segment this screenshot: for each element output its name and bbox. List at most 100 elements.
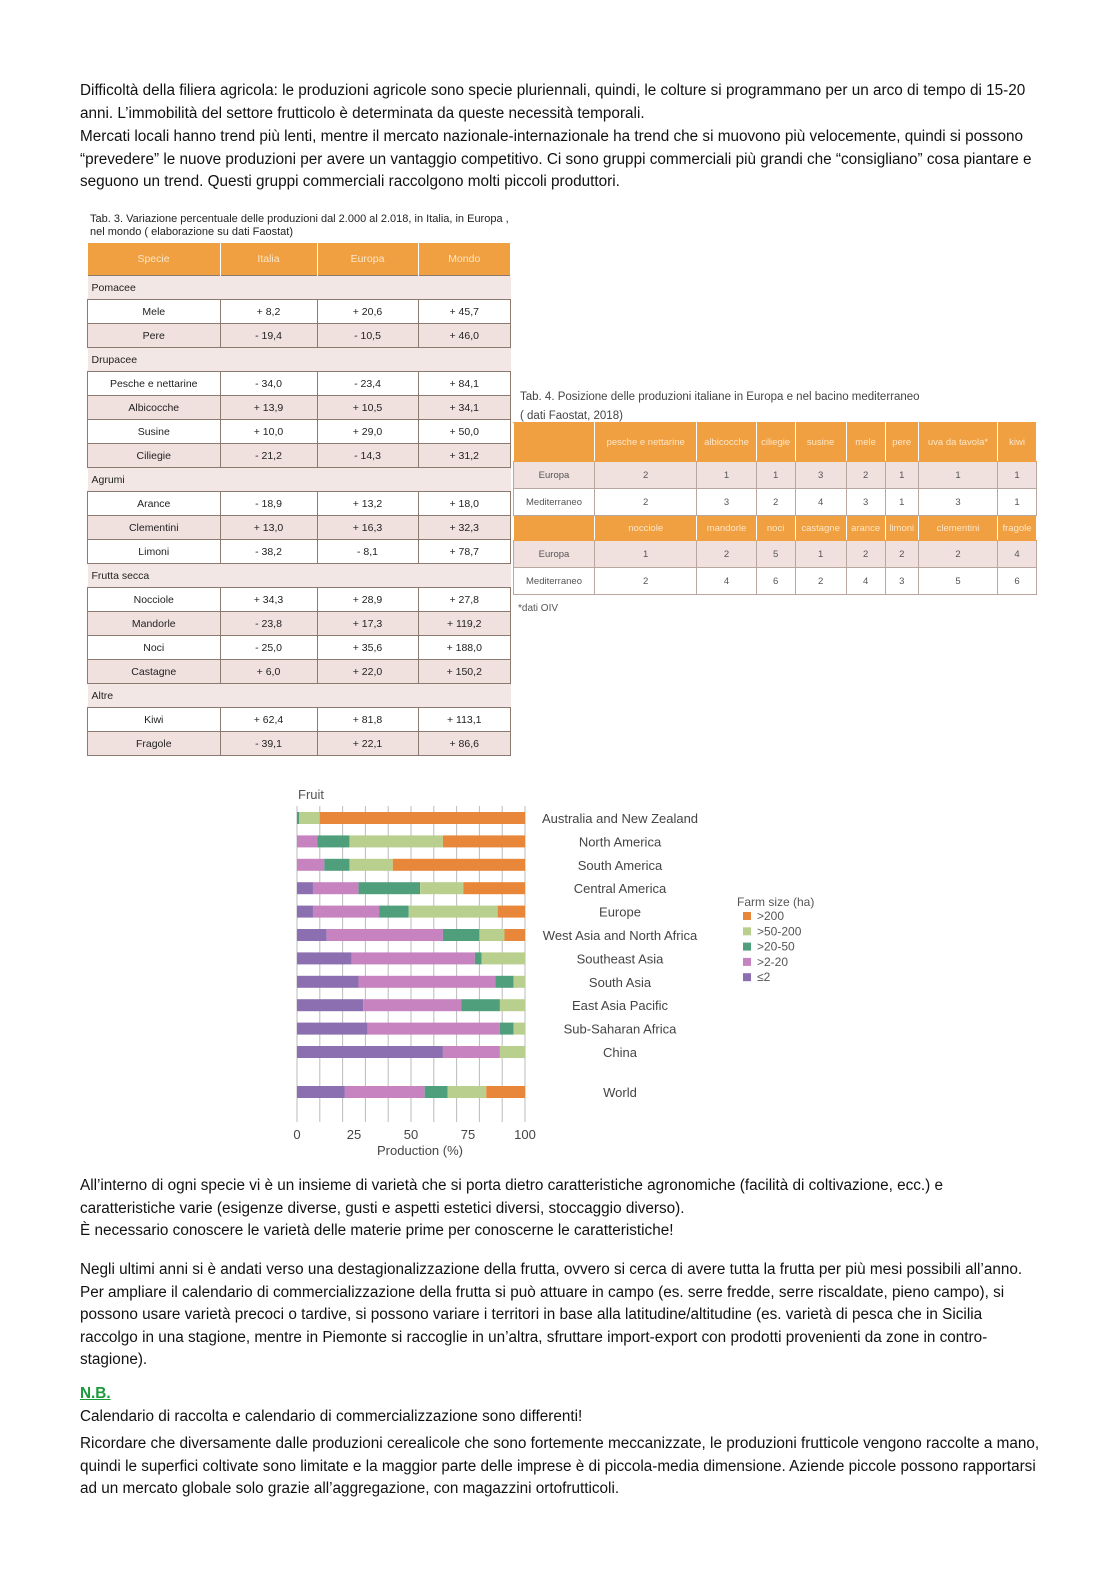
tab4-value: 4 [794, 488, 847, 516]
tab3-value: - 23,8 [219, 611, 318, 636]
tab3-value: - 39,1 [219, 731, 318, 756]
tab3-group-label: Pomacee [87, 275, 511, 300]
tab4-value: 1 [755, 461, 796, 489]
tab3-row: Castagne + 6,0 + 22,0 + 150,2 [87, 659, 511, 684]
bar-segment [297, 858, 325, 871]
tab3-value: + 84,1 [417, 371, 511, 396]
x-tick-label: 75 [461, 1127, 475, 1142]
x-axis-label: Production (%) [377, 1143, 463, 1158]
tab4-caption-line: ( dati Faostat, 2018) [520, 410, 623, 422]
bar-segment [297, 952, 352, 965]
tab3-value: + 13,9 [219, 395, 318, 420]
bar-segment [499, 1022, 514, 1035]
tab4-header: clementini [917, 515, 999, 541]
tab3-value: + 13,2 [316, 491, 419, 516]
tab3-species: Arance [87, 491, 221, 516]
tab3-value: - 21,2 [219, 443, 318, 468]
tab4-value: 2 [593, 461, 698, 489]
bar-segment [297, 1086, 345, 1098]
bar-segment [319, 812, 525, 824]
bar-segment [481, 952, 525, 965]
tab3-row: Clementini + 13,0 + 16,3 + 32,3 [87, 515, 511, 540]
tab3-value: + 13,0 [219, 515, 318, 540]
tab3-value: - 25,0 [219, 635, 318, 660]
bar-segment [297, 882, 313, 895]
tab3-row: Ciliegie - 21,2- 14,3 + 31,2 [87, 443, 511, 468]
paragraph-destagionalizzazione: Negli ultimi anni si è andati verso una … [80, 1261, 1023, 1369]
bar-segment [499, 999, 525, 1012]
tab3-value: + 8,2 [219, 299, 318, 324]
bar-segment [367, 1022, 500, 1035]
tab4-header: fragole [997, 515, 1037, 541]
bar-segment [297, 999, 364, 1012]
category-label: South Asia [589, 975, 652, 990]
tab3-value: + 28,9 [316, 587, 419, 612]
bar-segment [497, 905, 525, 918]
category-label: Australia and New Zealand [542, 811, 698, 826]
category-label: South America [578, 858, 663, 873]
tab3-species: Pere [87, 323, 221, 348]
tab3-header: Mondo [418, 243, 511, 276]
tab3-value: + 31,2 [417, 443, 511, 468]
bar-segment [297, 1022, 368, 1035]
tab4-row-label: Mediterraneo [513, 567, 595, 595]
bar-segment [297, 905, 313, 918]
bar-segment [474, 952, 482, 965]
category-label: West Asia and North Africa [543, 928, 698, 943]
tab4-header: arance [845, 515, 886, 541]
tab3-species: Fragole [87, 731, 221, 756]
tab4-value: 3 [696, 488, 757, 516]
tab3-caption: Tab. 3. Variazione percentuale delle pro… [90, 213, 509, 238]
tab3-group-row: Frutta secca [87, 563, 511, 588]
tab3-row: Nocciole + 34,3 + 28,9 + 27,8 [87, 587, 511, 612]
tab4-value: 1 [884, 488, 919, 516]
legend-swatch [743, 942, 751, 951]
tab3-row: Limoni - 38,2- 8,1 + 78,7 [87, 539, 511, 564]
tab3-value: + 22,1 [316, 731, 419, 756]
tab4-header: pere [884, 422, 919, 462]
tab4-value: 1 [997, 461, 1037, 489]
tab4-caption: Tab. 4. Posizione delle produzioni itali… [520, 388, 920, 426]
tab4-value: 3 [794, 461, 847, 489]
bar-segment [358, 975, 496, 988]
tab4-row: Mediterraneo 2 4 6 2 4 3 5 6 [513, 567, 1037, 595]
legend-swatch [743, 912, 751, 920]
tab4-row: Europa 1 2 5 1 2 2 2 4 [513, 540, 1037, 568]
bar-segment [358, 882, 421, 895]
tab3-species: Limoni [87, 539, 221, 564]
tab4-header: mandorle [696, 515, 757, 541]
tab3-group-label: Agrumi [87, 467, 511, 492]
bar-segment [344, 1086, 425, 1098]
tab4-row-label: Europa [513, 461, 595, 489]
bar-segment [513, 975, 525, 988]
tab4-header: albicocche [696, 422, 757, 462]
tab3-row: Fragole - 39,1 + 22,1 + 86,6 [87, 731, 511, 756]
tab4-header-row: pesche e nettarine albicocche ciliegie susi… [513, 422, 1037, 462]
legend-title: Farm size (ha) [737, 895, 814, 909]
nb-label: N.B. [80, 1385, 111, 1402]
tab3-value: + 32,3 [417, 515, 511, 540]
tab4-header: nocciole [593, 515, 698, 541]
bar-segment [504, 929, 525, 941]
tab4-row-label: Europa [513, 540, 595, 568]
bar-segment [297, 929, 327, 941]
bar-segment [408, 905, 498, 918]
bar-segment [442, 929, 480, 941]
tab3-header: Europa [317, 243, 419, 276]
x-tick-label: 100 [514, 1127, 536, 1142]
tab3-value: + 10,5 [316, 395, 419, 420]
tab3-row: Arance - 18,9 + 13,2 + 18,0 [87, 491, 511, 516]
bar-segment [513, 1022, 525, 1035]
bar-segment [461, 999, 500, 1012]
tab3-species: Albicocche [87, 395, 221, 420]
bar-segment [297, 1046, 443, 1058]
tab3-row: Albicocche + 13,9 + 10,5 + 34,1 [87, 395, 511, 420]
tab4-value: 2 [917, 540, 999, 568]
tab3-species: Clementini [87, 515, 221, 540]
tab4-value: 1 [696, 461, 757, 489]
tab3-value: + 62,4 [219, 707, 318, 732]
category-label: World [603, 1085, 637, 1100]
tab4-value: 6 [755, 567, 796, 595]
bar-segment [495, 975, 514, 988]
